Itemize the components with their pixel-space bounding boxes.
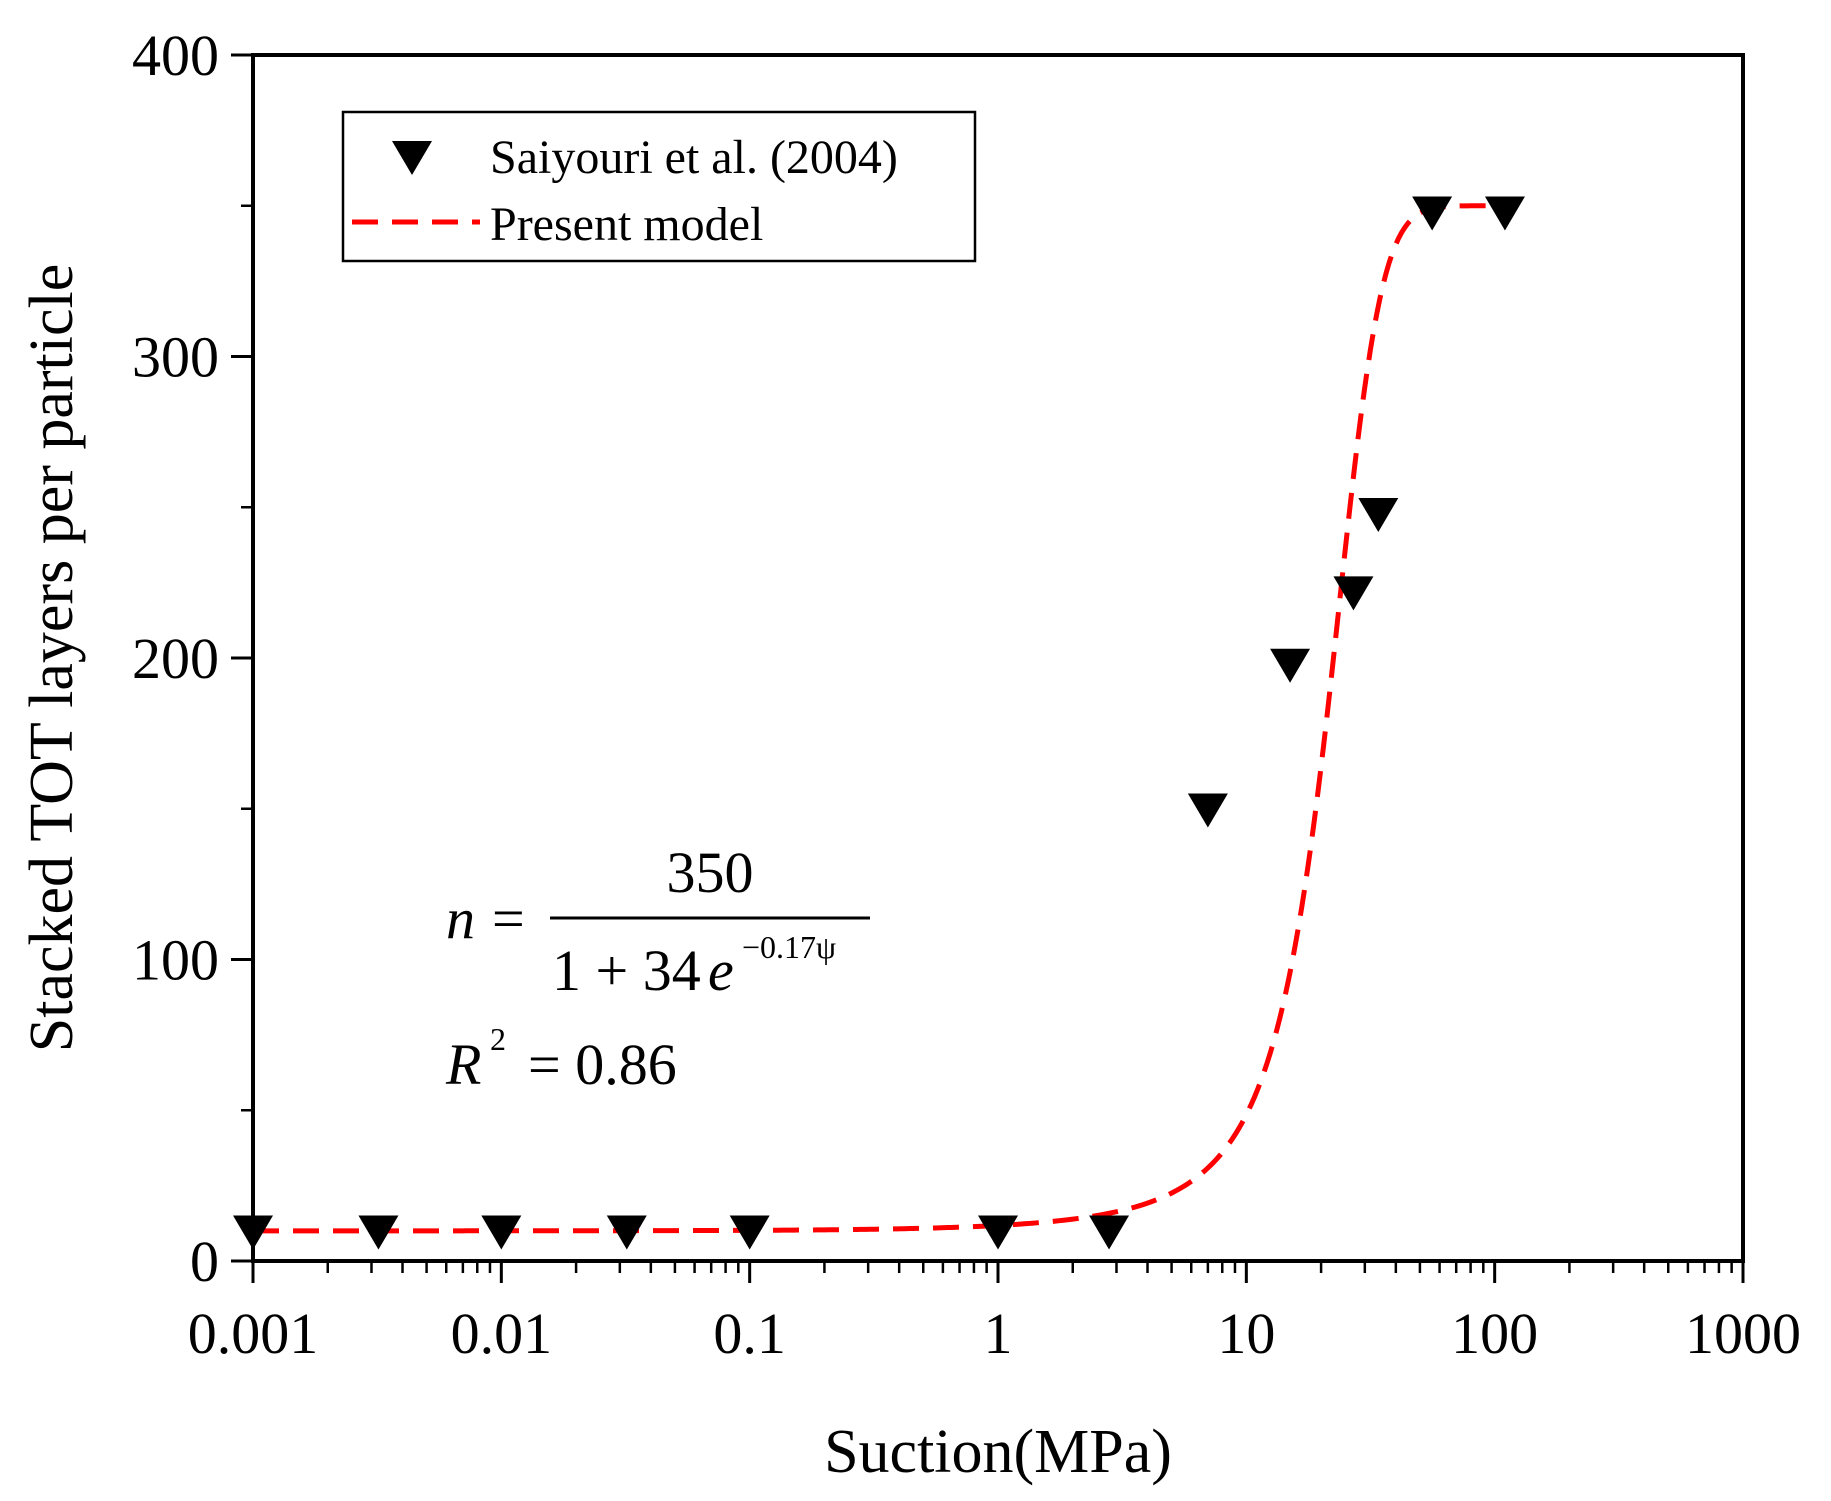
data-markers-layer	[233, 196, 1525, 1250]
data-point-marker	[1412, 196, 1453, 231]
data-point-marker	[1270, 648, 1311, 683]
equation-exponent: −0.17ψ	[742, 929, 836, 965]
data-point-marker	[606, 1215, 647, 1250]
equation-numerator: 350	[667, 840, 754, 905]
y-tick-label: 300	[132, 325, 219, 390]
equation-equals: =	[492, 886, 525, 951]
legend: Saiyouri et al. (2004) Present model	[341, 110, 977, 263]
data-point-marker	[481, 1215, 522, 1250]
equation-denominator-base: 1 + 34	[552, 938, 701, 1003]
r-squared-annotation: R 2 = 0.86	[445, 1021, 677, 1097]
y-axis-title: Stacked TOT layers per particle	[18, 264, 86, 1053]
data-point-marker	[1484, 196, 1525, 231]
model-curve	[252, 203, 1505, 1234]
y-axis-ticks: 0 100 200 300 400	[132, 23, 253, 1294]
r-squared-value: = 0.86	[528, 1032, 677, 1097]
data-point-marker	[1187, 793, 1228, 828]
y-tick-label: 400	[132, 23, 219, 88]
data-point-marker	[729, 1215, 770, 1250]
legend-label-model: Present model	[490, 198, 763, 251]
data-point-marker	[1333, 576, 1374, 611]
data-point-marker	[978, 1215, 1018, 1250]
legend-label-saiyouri: Saiyouri et al. (2004)	[490, 131, 898, 184]
x-tick-label: 1	[984, 1301, 1013, 1366]
x-axis-title: Suction(MPa)	[824, 1418, 1172, 1486]
equation-lhs: n	[446, 886, 475, 951]
y-tick-label: 0	[190, 1229, 219, 1294]
x-tick-label: 0.01	[451, 1301, 553, 1366]
data-point-marker	[358, 1215, 399, 1250]
equation-denominator-e: e	[708, 938, 734, 1003]
model-curve-layer	[252, 203, 1505, 1234]
r-squared-symbol: R	[445, 1032, 481, 1097]
legend-marker-triangle	[392, 141, 432, 175]
legend-box	[341, 110, 977, 263]
x-tick-label: 0.1	[713, 1301, 786, 1366]
r-squared-power: 2	[490, 1021, 506, 1057]
data-point-marker	[233, 1215, 273, 1250]
x-axis-ticks: 0.001 0.01 0.1 1 10 100 1000	[188, 1261, 1801, 1366]
x-tick-label: 10	[1217, 1301, 1275, 1366]
data-point-marker	[1358, 497, 1399, 532]
y-tick-label: 100	[132, 928, 219, 993]
y-tick-label: 200	[132, 626, 219, 691]
x-tick-label: 1000	[1685, 1301, 1801, 1366]
x-tick-label: 100	[1451, 1301, 1538, 1366]
x-tick-label: 0.001	[188, 1301, 319, 1366]
model-equation: n = 350 1 + 34 e −0.17ψ	[446, 840, 870, 1003]
data-point-marker	[1089, 1215, 1130, 1250]
